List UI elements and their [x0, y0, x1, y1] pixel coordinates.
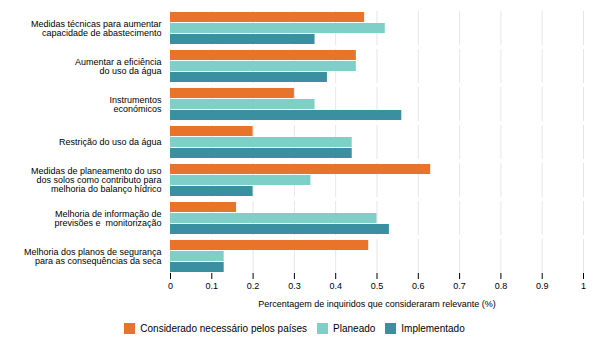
- html-text:Implementado: Implementado: [401, 323, 465, 334]
- svg-text:Restrição do uso da água: Restrição do uso da água: [59, 137, 162, 147]
- svg-text:Medidas de planeamento do usod: Medidas de planeamento do usodos solos c…: [31, 166, 162, 194]
- svg-text:0.1: 0.1: [206, 281, 219, 291]
- svg-text:Melhoria dos planos de seguran: Melhoria dos planos de segurançapara as …: [24, 247, 162, 266]
- svg-text:Melhoria de informação deprevi: Melhoria de informação deprevisões e mon…: [54, 209, 161, 228]
- svg-text:0: 0: [168, 281, 173, 291]
- svg-text:Aumentar a eficiênciado uso da: Aumentar a eficiênciado uso da água: [75, 57, 162, 76]
- html-text:Planeado: Planeado: [333, 323, 376, 334]
- svg-text:0.5: 0.5: [371, 281, 384, 291]
- svg-text:0.3: 0.3: [288, 281, 301, 291]
- svg-text:0.6: 0.6: [412, 281, 425, 291]
- svg-text:Percentagem de inquiridos que: Percentagem de inquiridos que considerar…: [258, 299, 496, 309]
- svg-text:Instrumentoseconómicos: Instrumentoseconómicos: [109, 95, 162, 114]
- svg-text:0.2: 0.2: [247, 281, 260, 291]
- svg-text:0.4: 0.4: [329, 281, 342, 291]
- svg-text:0.7: 0.7: [453, 281, 466, 291]
- svg-text:1: 1: [581, 281, 586, 291]
- svg-text:0.8: 0.8: [495, 281, 508, 291]
- html-text:Considerado necessário pelos p: Considerado necessário pelos países: [140, 323, 308, 334]
- svg-text:0.9: 0.9: [536, 281, 549, 291]
- svg-text:Medidas técnicas para aumentar: Medidas técnicas para aumentarcapacidade…: [31, 19, 162, 38]
